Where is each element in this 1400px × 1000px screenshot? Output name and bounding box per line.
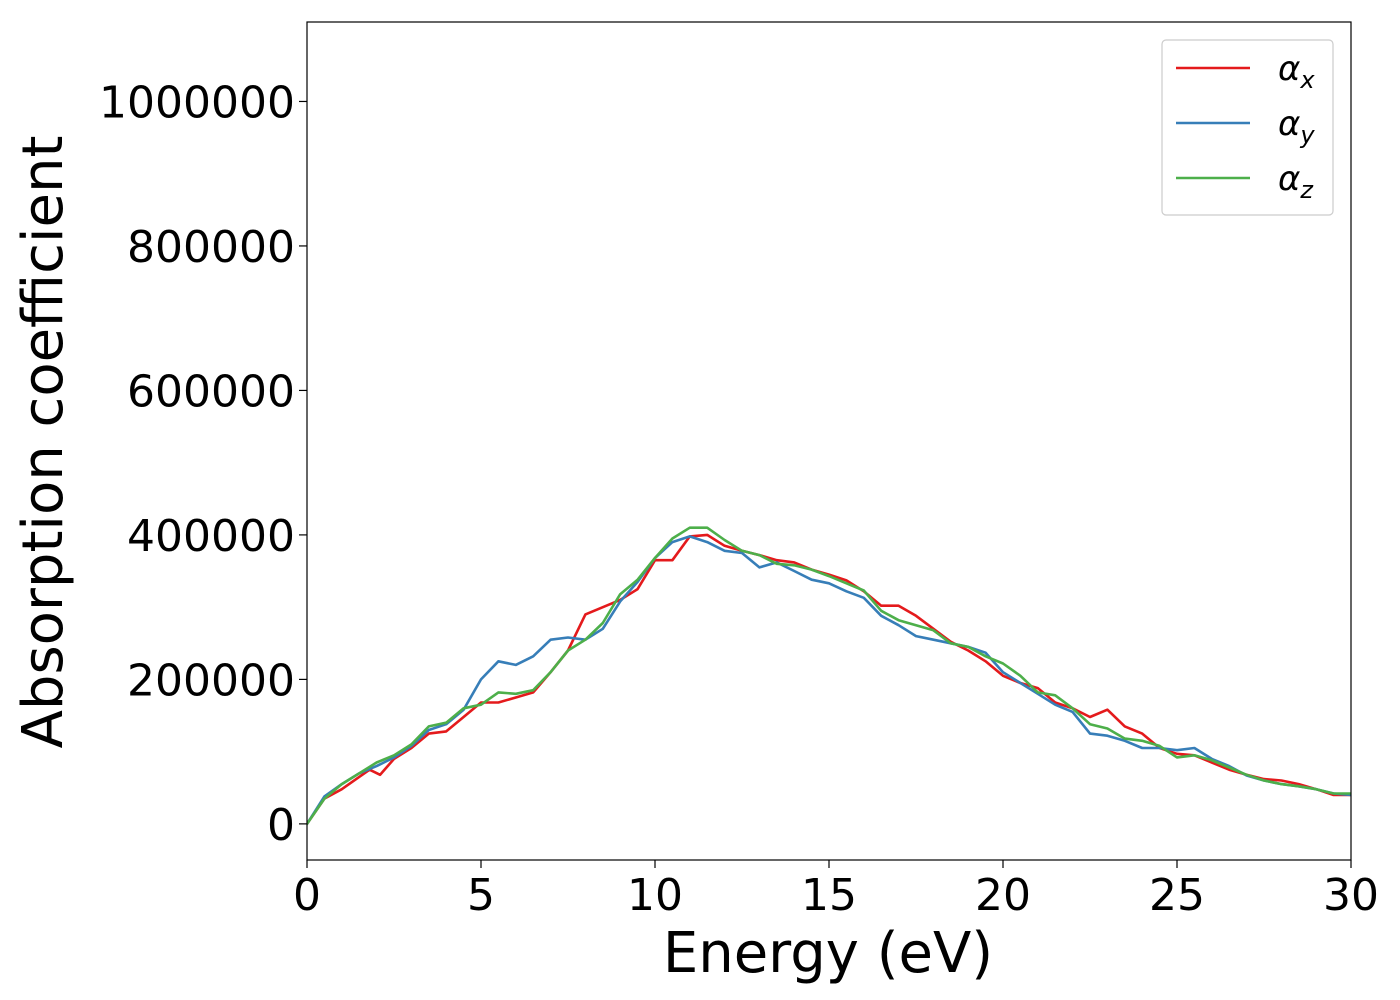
x-tick-label: 15 [801, 870, 857, 921]
y-tick-label: 600000 [127, 366, 295, 417]
x-tick-label: 20 [975, 870, 1031, 921]
legend-box [1161, 39, 1334, 216]
x-tick-label: 10 [627, 870, 683, 921]
y-tick-label: 400000 [127, 511, 295, 562]
axes: 0 5 10 15 20 25 30 0 200000 400000 600000 800000 100… [99, 21, 1379, 921]
series-line-z [307, 526, 1351, 826]
y-tick-label: 800000 [127, 222, 295, 273]
series-lines [307, 526, 1351, 826]
x-tick-label: 30 [1323, 870, 1379, 921]
x-tick-label: 5 [467, 870, 495, 921]
y-axis-label: Absorption coefficient [11, 136, 76, 749]
x-axis-label: Energy (eV) [663, 921, 993, 986]
y-tick-label: 0 [267, 800, 295, 851]
y-tick-label: 1000000 [99, 77, 295, 128]
x-tick-label: 25 [1149, 870, 1205, 921]
y-tick-label: 200000 [127, 655, 295, 706]
series-line-y [307, 535, 1351, 826]
x-tick-label: 0 [293, 870, 321, 921]
